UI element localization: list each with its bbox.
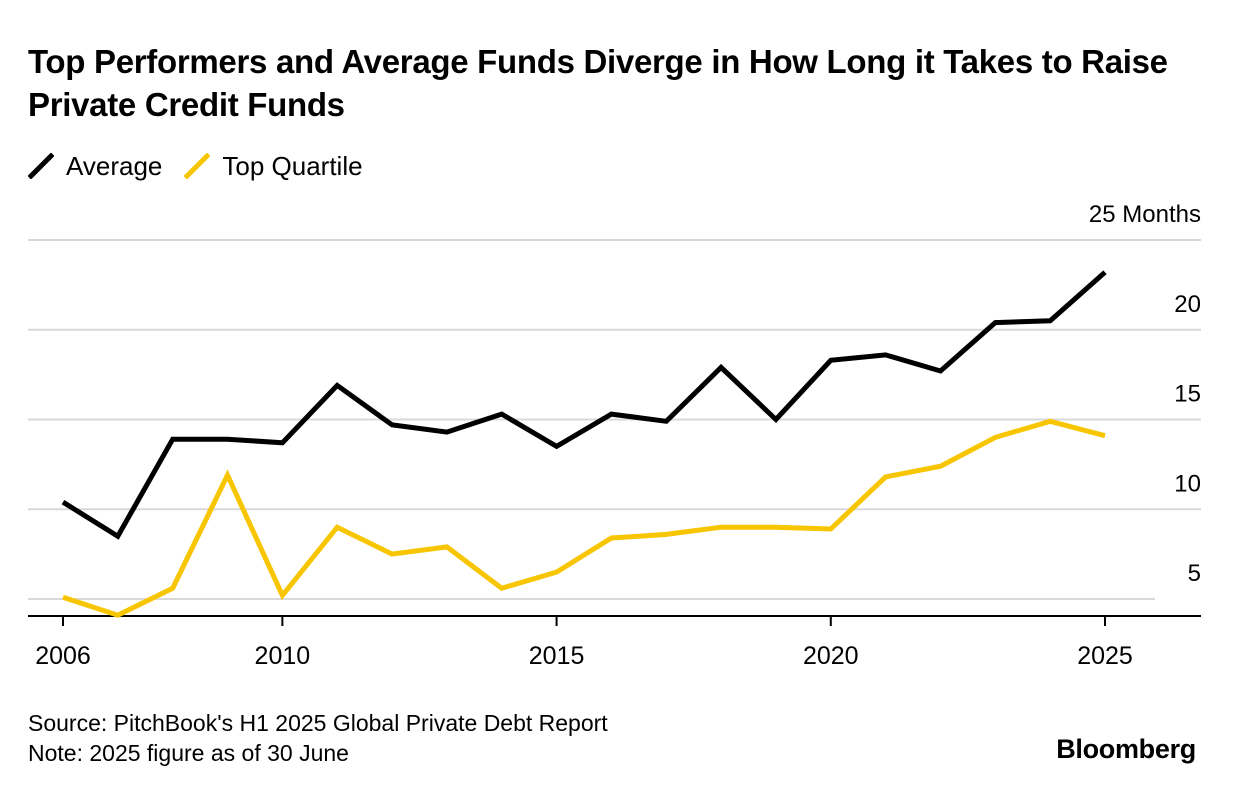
legend-item-top-quartile: Top Quartile — [184, 150, 363, 182]
x-tick-label-2010: 2010 — [255, 642, 311, 670]
source-note: Source: PitchBook's H1 2025 Global Priva… — [28, 710, 608, 736]
legend-swatch-top-quartile — [184, 153, 211, 179]
y-tick-label-15: 15 — [1174, 381, 1201, 408]
legend-item-average: Average — [28, 151, 162, 182]
y-tick-label-5: 5 — [1188, 560, 1201, 587]
y-tick-label-10: 10 — [1174, 470, 1201, 497]
y-axis-unit-label: 25 Months — [1089, 201, 1201, 228]
legend-label-top-quartile: Top Quartile — [222, 150, 363, 181]
line-chart: 25 Months 5 10 15 20 2006 2010 2015 2020 2025 — [28, 201, 1201, 670]
x-tick-label-2015: 2015 — [529, 642, 585, 670]
legend-line-average — [28, 153, 54, 179]
footnote: Note: 2025 figure as of 30 June — [28, 740, 349, 766]
x-tick-label-2006: 2006 — [35, 642, 91, 670]
legend-line-top-quartile — [184, 153, 211, 179]
x-tick-label-2025: 2025 — [1077, 642, 1133, 670]
x-tick-label-2020: 2020 — [803, 642, 859, 670]
legend-label-average: Average — [66, 150, 163, 181]
series-line-average — [61, 270, 1107, 540]
legend: Average Top Quartile — [28, 148, 385, 184]
chart-title: Top Performers and Average Funds Diverge… — [28, 43, 1168, 123]
legend-swatch-average — [28, 153, 54, 179]
y-tick-label-20: 20 — [1174, 291, 1201, 318]
series-line-top-quartile — [62, 418, 1106, 618]
footer: Source: PitchBook's H1 2025 Global Priva… — [28, 708, 608, 768]
bloomberg-logo: Bloomberg — [1056, 734, 1196, 764]
